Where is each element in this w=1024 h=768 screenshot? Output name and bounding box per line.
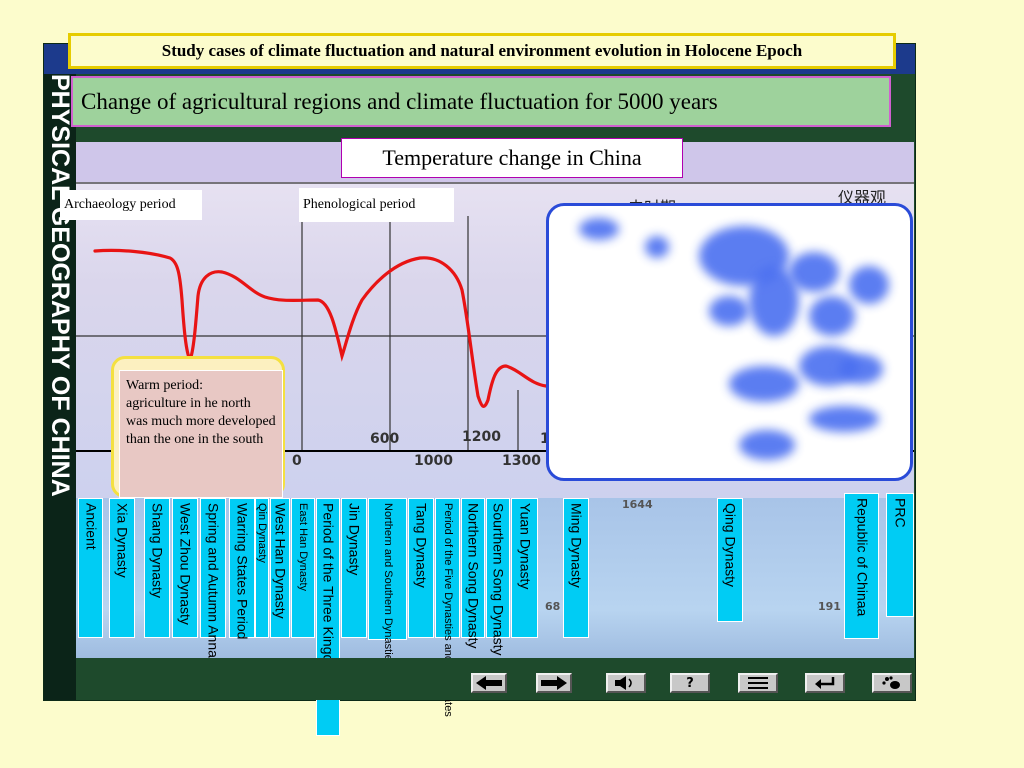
dynasty-label[interactable]: Ming Dynasty bbox=[563, 498, 589, 638]
warm-period-note: Warm period: agriculture in he north was… bbox=[119, 370, 283, 498]
dynasty-label[interactable]: Period of the Three Kingdoms bbox=[316, 498, 340, 736]
dynasty-label[interactable]: Shang Dynasty bbox=[144, 498, 170, 638]
arrow-left-icon bbox=[476, 676, 502, 690]
subtitle: Change of agricultural regions and clima… bbox=[71, 76, 891, 127]
side-title: PHYSICAL GEOGRAPHY OF CHINA bbox=[46, 74, 74, 497]
timeline-year-label: 68 bbox=[545, 600, 561, 613]
dynasty-label[interactable]: Spring and Autumn Annals bbox=[200, 498, 226, 668]
return-button[interactable] bbox=[805, 673, 845, 693]
exit-button[interactable] bbox=[872, 673, 912, 693]
dynasty-label[interactable]: East Han Dynasty bbox=[291, 498, 315, 638]
side-spine bbox=[44, 74, 76, 700]
china-map-image bbox=[546, 203, 913, 481]
axis-tick-label: 0 bbox=[292, 453, 302, 469]
chart-title: Temperature change in China bbox=[341, 138, 683, 178]
map-region bbox=[809, 296, 855, 336]
phenological-period-label: Phenological period bbox=[299, 188, 454, 222]
dynasty-label[interactable]: Jin Dynasty bbox=[341, 498, 367, 638]
map-region bbox=[729, 366, 799, 402]
forward-button[interactable] bbox=[536, 673, 572, 693]
menu-icon bbox=[748, 677, 768, 689]
dynasty-label[interactable]: Qing Dynasty bbox=[717, 498, 743, 622]
question-icon: ? bbox=[686, 675, 694, 691]
dynasty-label[interactable]: Sourthern Song Dynasty bbox=[486, 498, 510, 656]
upper-tick-label: 1200 bbox=[462, 429, 501, 445]
map-region bbox=[849, 266, 889, 304]
header-title: Study cases of climate fluctuation and n… bbox=[68, 33, 896, 69]
menu-button[interactable] bbox=[738, 673, 778, 693]
dynasty-label[interactable]: Period of the Five Dynasties and Ten Sta… bbox=[435, 498, 460, 717]
map-region bbox=[709, 296, 749, 326]
timeline-year-label: 1644 bbox=[622, 498, 653, 511]
dynasty-label[interactable]: Warring States Period bbox=[229, 498, 255, 639]
map-region bbox=[809, 406, 879, 432]
map-region bbox=[645, 236, 669, 258]
axis-tick-label: 1000 bbox=[414, 453, 453, 469]
dynasty-label[interactable]: Yuan Dynasty bbox=[511, 498, 538, 638]
timeline-year-label: 191 bbox=[818, 600, 841, 613]
back-button[interactable] bbox=[471, 673, 507, 693]
time-axis bbox=[76, 450, 914, 452]
archaeology-period-label: Archaeology period bbox=[60, 190, 202, 220]
dynasty-label[interactable]: Republic of Chinaa bbox=[844, 493, 879, 639]
dynasty-label[interactable]: Ancient bbox=[78, 498, 103, 638]
dynasty-label[interactable]: PRC bbox=[886, 493, 914, 617]
upper-tick-label: 600 bbox=[370, 431, 400, 447]
speaker-icon bbox=[615, 676, 632, 690]
dynasty-label[interactable]: West Han Dynasty bbox=[270, 498, 290, 638]
map-region bbox=[839, 354, 883, 384]
arrow-right-icon bbox=[541, 676, 567, 690]
dynasty-label[interactable]: Qin Dynasty bbox=[255, 498, 269, 638]
instrument-period-label: 仪器观 bbox=[838, 188, 887, 207]
dynasty-label[interactable]: Northern Song Dynasty bbox=[461, 498, 485, 649]
map-region bbox=[789, 252, 839, 292]
help-button[interactable]: ? bbox=[670, 673, 710, 693]
return-icon bbox=[815, 677, 835, 689]
footprint-icon bbox=[882, 676, 900, 689]
sound-button[interactable] bbox=[606, 673, 646, 693]
map-region bbox=[579, 218, 619, 240]
upper-tick-label: 1 bbox=[540, 431, 550, 447]
dynasty-label[interactable]: Tang Dynasty bbox=[408, 498, 434, 638]
dynasty-label[interactable]: West Zhou Dynasty bbox=[172, 498, 198, 638]
dynasty-label[interactable]: Xia Dynasty bbox=[109, 498, 135, 638]
map-region bbox=[739, 430, 795, 460]
axis-tick-label: 1300 bbox=[502, 453, 541, 469]
dynasty-label[interactable]: Northern and Southern Dynasties bbox=[368, 498, 407, 666]
